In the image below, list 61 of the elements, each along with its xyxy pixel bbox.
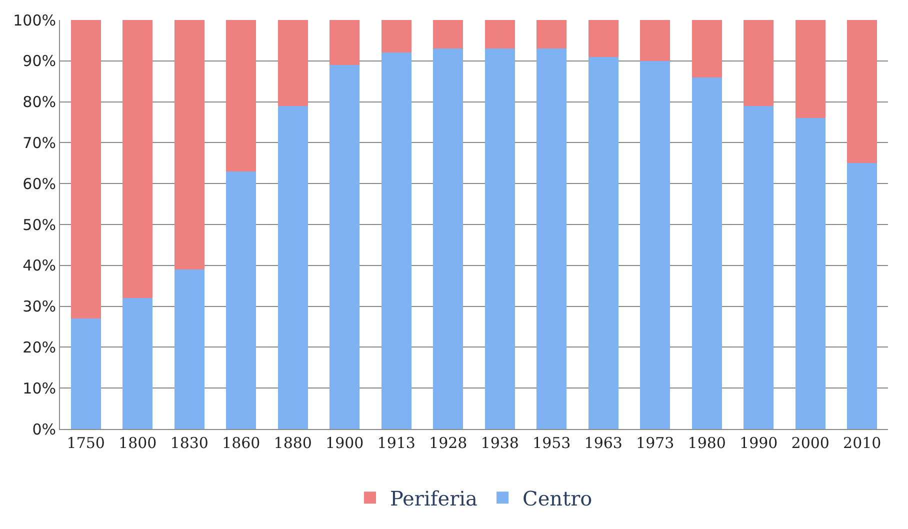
- bar: [692, 77, 722, 429]
- y-tick-label: 20%: [22, 338, 56, 356]
- y-tick-label: 80%: [22, 93, 56, 112]
- x-tick-label: 1928: [429, 434, 468, 452]
- y-tick-label: 10%: [22, 379, 56, 398]
- x-tick-label: 1953: [532, 434, 571, 452]
- y-tick-label: 60%: [22, 174, 56, 193]
- bar: [433, 20, 464, 49]
- bar: [640, 20, 670, 61]
- bar: [640, 60, 670, 429]
- x-tick-label: 1900: [326, 434, 364, 452]
- bar: [795, 20, 826, 118]
- bar: [122, 20, 153, 298]
- x-tick-label: 2010: [843, 434, 882, 452]
- legend-label: Centro: [522, 486, 592, 510]
- bar: [744, 20, 774, 106]
- x-tick-label: 1860: [222, 434, 260, 452]
- bar: [588, 56, 618, 429]
- y-tick-label: 90%: [22, 52, 56, 70]
- bar: [536, 48, 567, 429]
- x-tick-label: 1963: [584, 434, 622, 452]
- x-tick-label: 1980: [688, 434, 726, 452]
- bar: [122, 298, 153, 429]
- bar: [226, 20, 256, 172]
- bar: [484, 48, 515, 429]
- x-tick-label: 1880: [274, 434, 312, 452]
- bar: [433, 48, 464, 429]
- bar: [588, 20, 618, 57]
- bar: [174, 20, 204, 270]
- bar: [795, 118, 826, 429]
- x-tick-label: 1750: [66, 434, 105, 452]
- y-tick-label: 0%: [32, 420, 56, 438]
- x-tick-label: 1800: [118, 434, 157, 452]
- bar: [226, 171, 256, 429]
- x-tick-label: 1913: [377, 434, 416, 452]
- legend-label: Periferia: [390, 486, 478, 510]
- bar: [536, 20, 567, 49]
- x-tick-label: 1830: [170, 434, 208, 452]
- bar: [174, 269, 204, 429]
- y-tick-label: 70%: [22, 134, 56, 152]
- bar: [692, 20, 722, 78]
- bar: [744, 106, 774, 429]
- bar: [330, 20, 360, 65]
- bar: [381, 20, 412, 53]
- x-tick-label: 2000: [791, 434, 830, 452]
- bar: [70, 20, 101, 319]
- y-tick-label: 30%: [22, 298, 56, 316]
- x-tick-label: 1938: [480, 434, 519, 452]
- x-tick-label: 1990: [740, 434, 778, 452]
- y-tick-label: 50%: [22, 216, 56, 234]
- bar: [847, 163, 878, 429]
- y-tick-label: 40%: [22, 256, 56, 275]
- bar: [381, 52, 412, 429]
- x-tick-label: 1973: [636, 434, 674, 452]
- bar: [847, 20, 878, 164]
- y-tick-label: 100%: [13, 11, 56, 30]
- bar: [484, 20, 515, 49]
- bar: [330, 64, 360, 429]
- bar: [278, 106, 308, 429]
- bar: [278, 20, 308, 106]
- bar: [70, 318, 101, 429]
